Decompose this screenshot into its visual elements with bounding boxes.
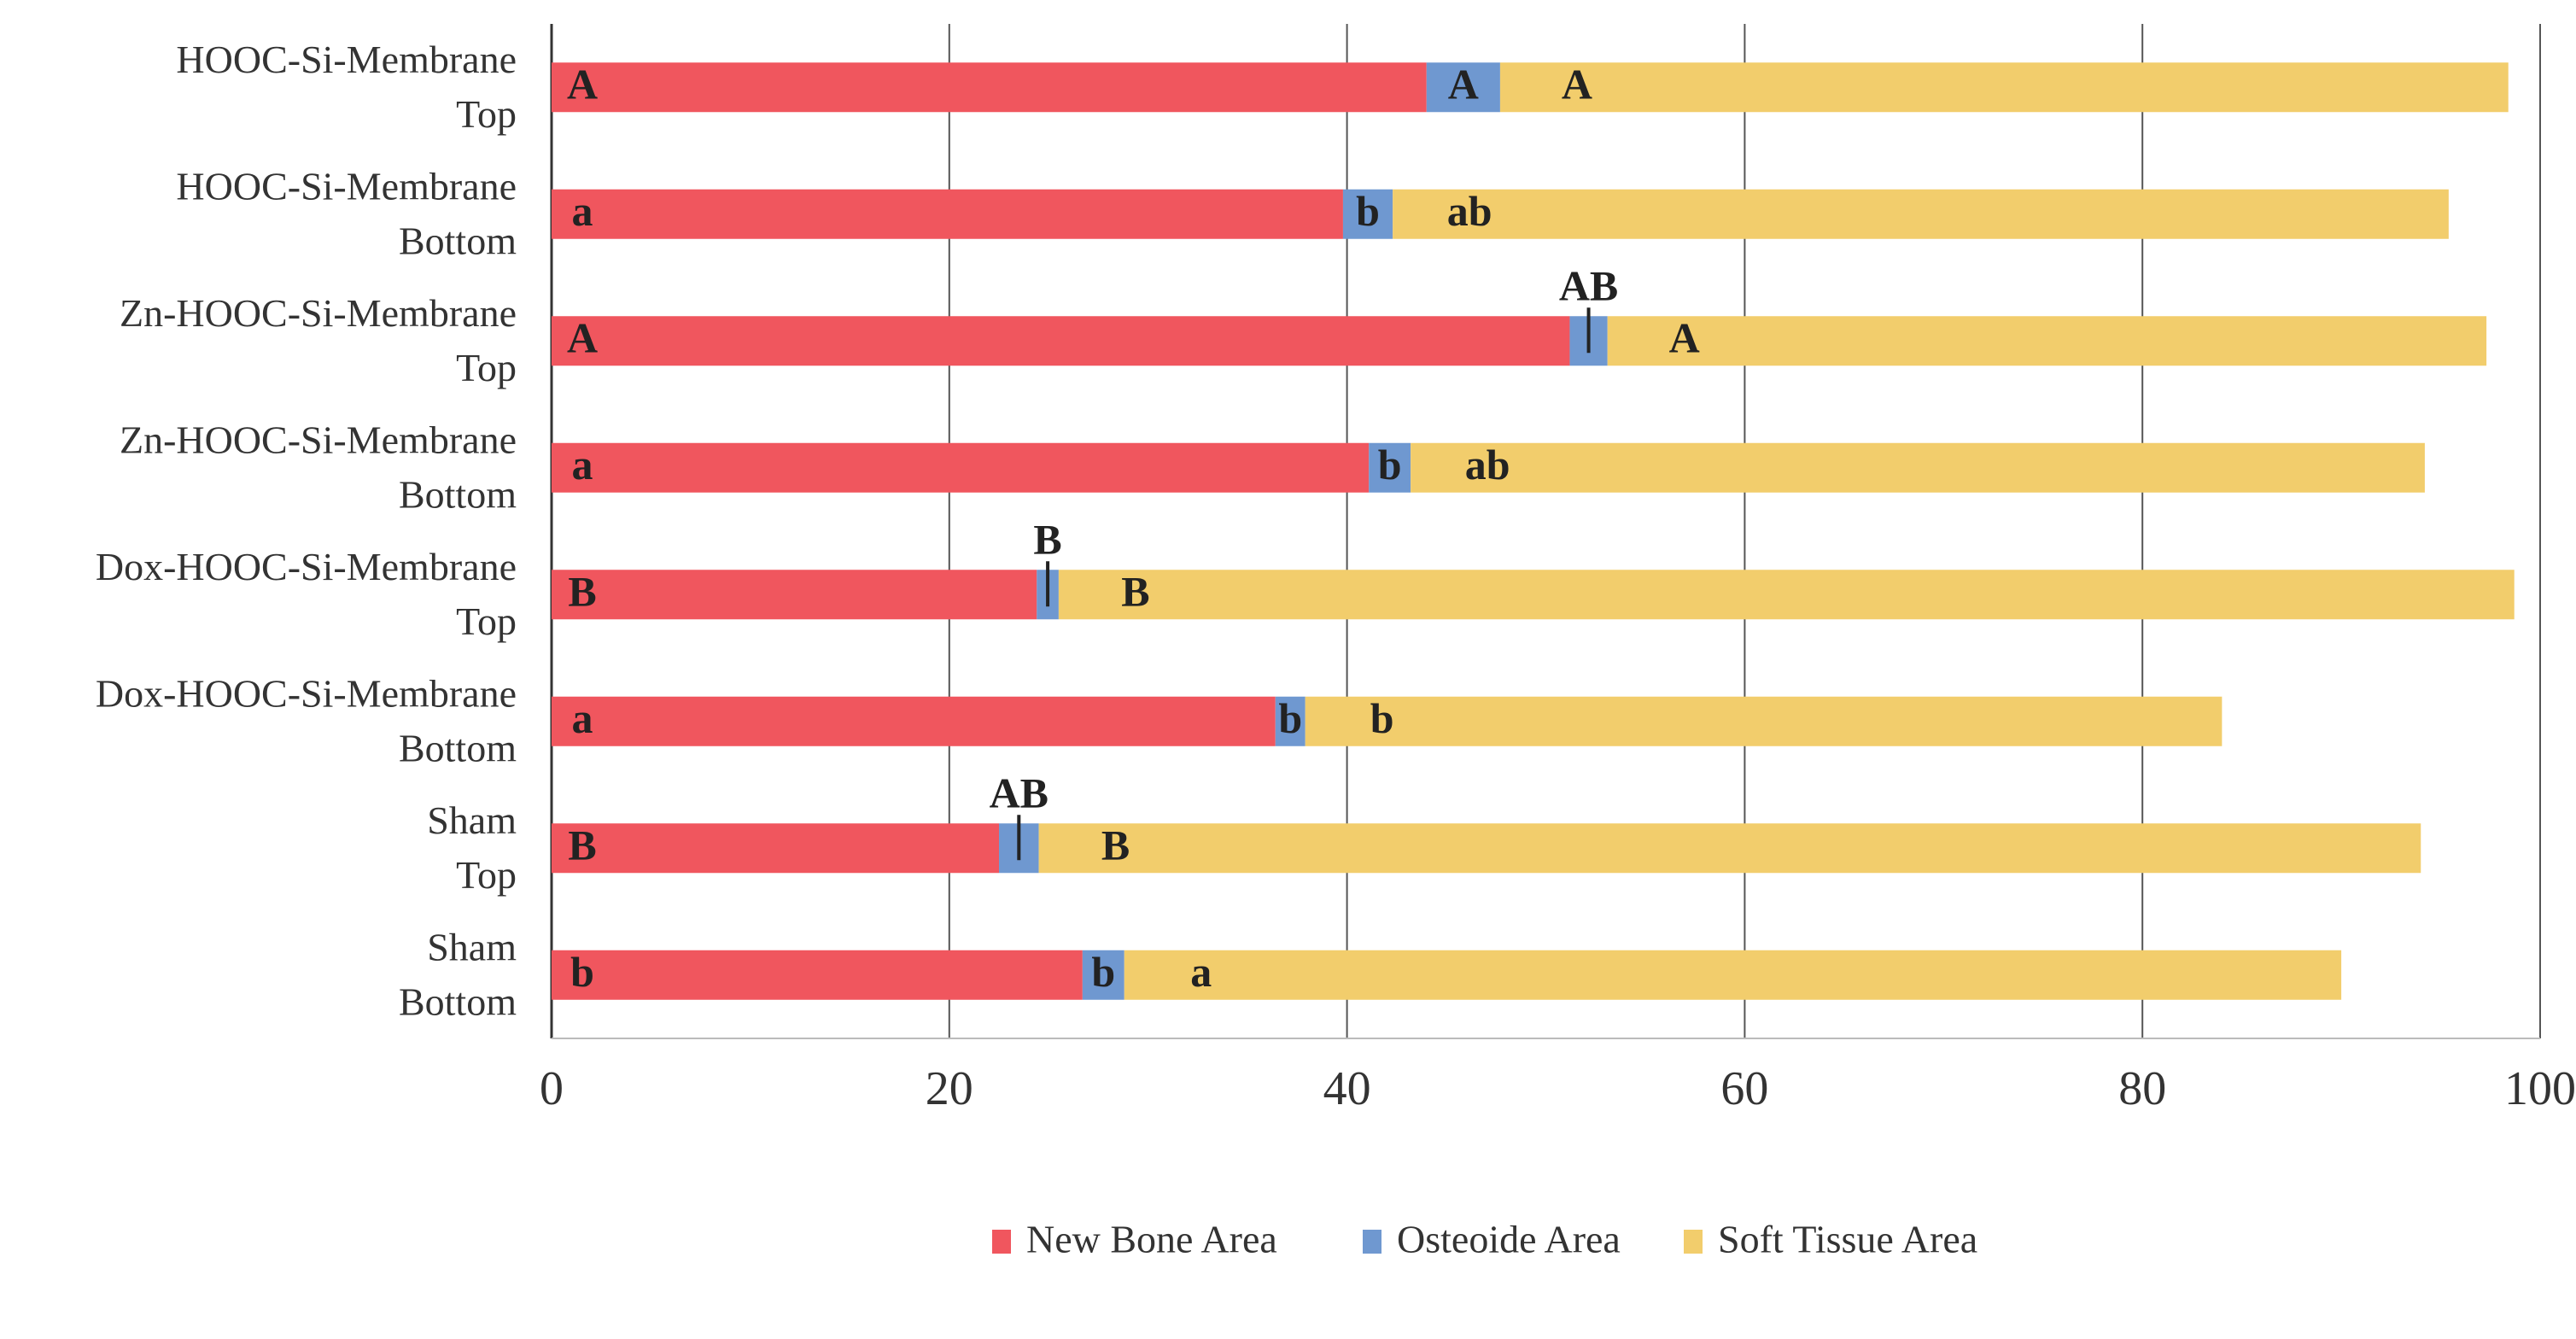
bar-segment (1369, 442, 1411, 493)
annotation: a (572, 187, 593, 235)
legend-swatch (1684, 1230, 1703, 1254)
bar-segment (1124, 950, 2342, 1000)
annotation: A (1448, 61, 1479, 108)
annotation: a (572, 694, 593, 742)
category-label: Sham (427, 798, 517, 842)
category-label: Dox-HOOC-Si-Membrane (96, 545, 517, 588)
x-tick-label: 60 (1720, 1062, 1768, 1115)
annotation: b (1091, 948, 1115, 996)
bar-segment (552, 696, 1276, 746)
annotation: A (567, 314, 598, 362)
x-tick-label: 20 (926, 1062, 973, 1115)
bar-segment (1305, 696, 2223, 746)
annotation: AB (1559, 262, 1618, 310)
x-tick-label: 40 (1323, 1062, 1371, 1115)
bar-segment (1499, 62, 2509, 113)
annotation: ab (1465, 441, 1510, 488)
annotation: ab (1447, 187, 1492, 235)
category-label: Top (456, 853, 517, 897)
bar-segment (552, 442, 1370, 493)
bar-segment (1058, 570, 2515, 620)
legend-swatch (1363, 1230, 1381, 1254)
bar-segment (552, 316, 1570, 366)
x-tick-label: 0 (540, 1062, 564, 1115)
x-tick-label: 80 (2118, 1062, 2166, 1115)
bar-segment (1342, 189, 1393, 239)
annotation: B (568, 822, 596, 869)
annotation: B (568, 568, 596, 616)
category-label: Bottom (399, 726, 517, 769)
annotation: AB (990, 769, 1049, 817)
annotation: b (1370, 694, 1394, 742)
bar-segment (552, 823, 1000, 874)
bar-segment (552, 189, 1343, 239)
legend-label: Soft Tissue Area (1718, 1218, 1977, 1261)
category-label: Top (456, 599, 517, 643)
category-label: Top (456, 92, 517, 136)
annotation: b (1378, 441, 1402, 488)
category-label: Dox-HOOC-Si-Membrane (96, 671, 517, 715)
annotation: B (1033, 516, 1061, 564)
category-label: Bottom (399, 472, 517, 516)
annotation: a (1190, 948, 1212, 996)
category-label: HOOC-Si-Membrane (176, 38, 517, 81)
category-label: Zn-HOOC-Si-Membrane (120, 291, 517, 335)
bar-segment (1275, 696, 1306, 746)
bar-segment (1038, 823, 2421, 874)
bar-segment (1426, 62, 1500, 113)
annotation: a (572, 441, 593, 488)
category-label: Bottom (399, 219, 517, 262)
category-label: Sham (427, 925, 517, 968)
annotation: b (1356, 187, 1380, 235)
legend-swatch (992, 1230, 1011, 1254)
bar-segment (1393, 189, 2449, 239)
annotation: A (1562, 61, 1592, 108)
x-tick-label: 100 (2504, 1062, 2576, 1115)
category-label: Zn-HOOC-Si-Membrane (120, 418, 517, 461)
annotation: A (567, 61, 598, 108)
annotation: A (1669, 314, 1700, 362)
bar-segment (552, 950, 1083, 1000)
bar-segment (1411, 442, 2425, 493)
annotation: B (1101, 822, 1130, 869)
category-label: Top (456, 346, 517, 389)
category-label: Bottom (399, 979, 517, 1023)
legend-label: Osteoide Area (1397, 1218, 1621, 1261)
bar-segment (1082, 950, 1124, 1000)
annotation: b (1278, 694, 1302, 742)
bar-segment (552, 62, 1427, 113)
annotation: B (1121, 568, 1149, 616)
category-label: HOOC-Si-Membrane (176, 164, 517, 208)
annotation: b (570, 948, 594, 996)
bar-segment (1607, 316, 2487, 366)
bar-segment (552, 570, 1037, 620)
legend-label: New Bone Area (1026, 1218, 1277, 1261)
